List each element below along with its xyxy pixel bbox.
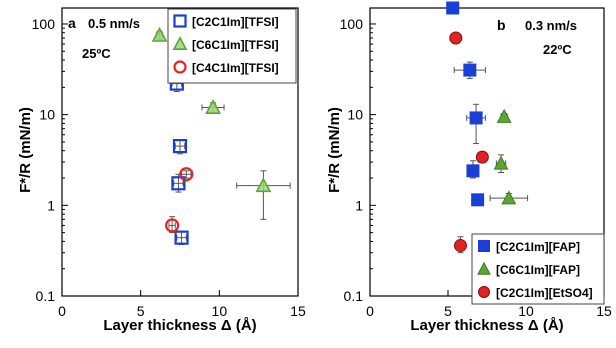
series-1 [151,26,291,220]
legend-entry: [C2C1Im][FAP] [496,240,580,254]
plot-frame [61,7,299,297]
legend-box [471,233,605,305]
legend-marker [477,261,491,275]
legend: [C2C1Im][TFSI] [C6C1Im][TFSI] [C4C1Im][TFS… [167,8,297,84]
chart-panel-a: 0.1 1 10 100 0 5 10 15 Layer thickness Δ (Å) F*/R… [17,7,306,334]
y-tick-label: 0.1 [36,288,56,304]
data-point [469,111,483,125]
data-point [471,193,485,207]
x-axis-title: Layer thickness Δ (Å) [103,317,256,334]
x-axis-title: Layer thickness Δ (Å) [410,317,563,334]
legend-marker [173,14,187,28]
series-1 [489,108,529,205]
legend-entry: [C4C1Im][TFSI] [192,61,279,75]
annotation: 25ºC [82,46,111,61]
chart-panel-b: 0.1 1 10 100 0 5 10 15 Layer thickness Δ (Å) F*/R… [326,1,612,334]
y-axis-title: F*/R (mN/m) [17,107,34,193]
x-tick-label: 0 [58,303,66,319]
y-tick-label: 0.1 [344,288,364,304]
x-tick-label: 5 [444,303,452,319]
data-point [446,1,460,15]
legend-entry: [C6C1Im][TFSI] [192,38,279,52]
x-tick-label: 15 [596,303,612,319]
legend-marker [172,36,188,51]
data-point [453,239,467,253]
legend-marker [173,60,187,74]
legend-marker [478,240,490,252]
series-0 [169,76,189,245]
data-point [493,155,509,170]
y-tick-label: 100 [340,16,364,32]
annotation: 22ºC [543,42,572,57]
panel-label: b [497,17,506,33]
data-point [475,150,489,164]
legend-marker [478,286,490,298]
data-point [496,108,512,123]
data-point [171,176,186,191]
legend-entry: [C6C1Im][FAP] [496,263,580,277]
data-point [179,167,194,182]
x-tick-label: 10 [518,303,534,319]
y-tick-label: 10 [39,107,55,123]
data-point [172,138,188,154]
data-point [174,230,189,245]
annotation: 0.3 nm/s [525,18,577,33]
data-point [449,31,463,45]
legend: [C2C1Im][FAP] [C6C1Im][FAP] [C2C1Im][EtSO4… [471,233,605,305]
y-tick-label: 100 [32,16,56,32]
x-tick-label: 15 [290,303,306,319]
x-tick-label: 5 [137,303,145,319]
series-2 [449,31,489,254]
y-tick-label: 1 [47,197,55,213]
y-axis-title: F*/R (mN/m) [326,107,343,193]
panel-label: a [68,15,76,31]
data-point [466,164,480,178]
legend-entry: [C2C1Im][TFSI] [192,15,279,29]
data-point [205,99,221,114]
data-point [151,26,168,42]
data-point [501,190,517,205]
y-tick-label: 10 [347,107,363,123]
y-tick-label: 1 [355,197,363,213]
data-point [255,177,272,193]
x-tick-label: 0 [366,303,374,319]
x-tick-label: 10 [212,303,228,319]
annotation: 0.5 nm/s [88,16,140,31]
data-point [463,63,477,77]
legend-box [167,8,297,84]
series-0 [446,1,486,207]
legend-entry: [C2C1Im][EtSO4] [496,286,593,300]
data-point [165,218,180,233]
series-2 [165,167,194,234]
